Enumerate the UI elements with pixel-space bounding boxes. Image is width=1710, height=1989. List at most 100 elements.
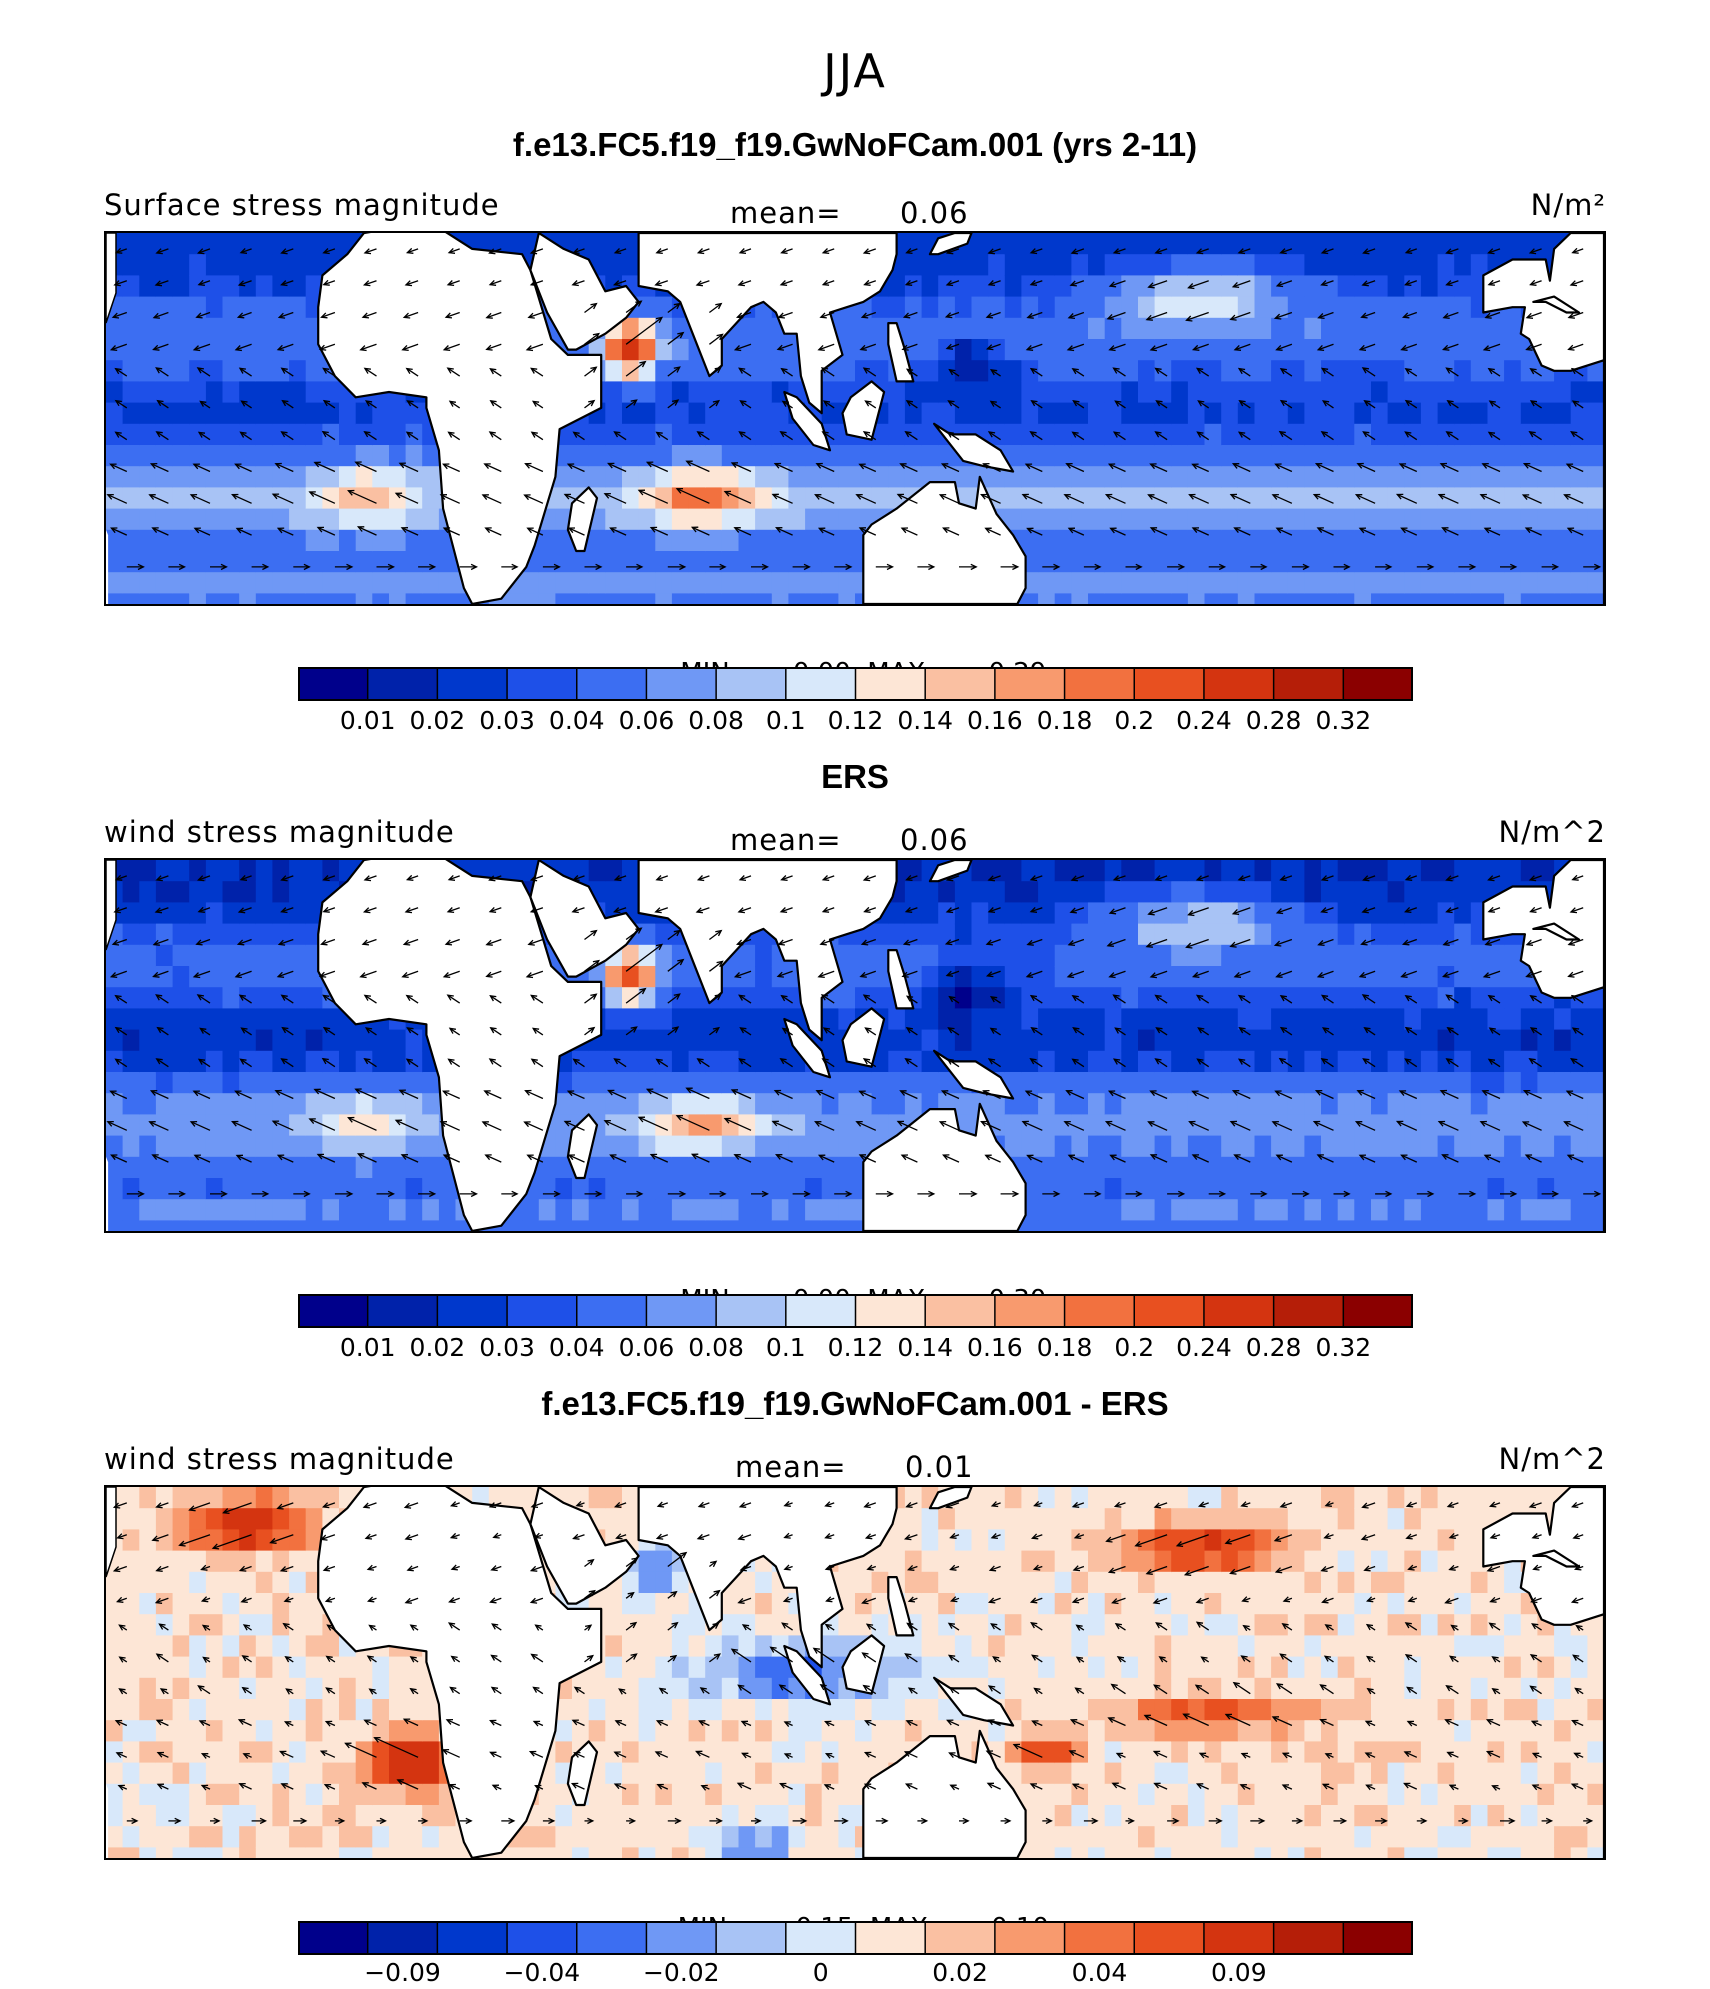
vector-arrowhead xyxy=(322,399,331,407)
heatmap-cell xyxy=(255,1029,273,1052)
vector-arrow xyxy=(990,369,1001,377)
heatmap-cell xyxy=(622,966,640,988)
colorbar-box xyxy=(646,1294,717,1328)
heatmap-cell xyxy=(1021,1072,1039,1094)
heatmap-cell xyxy=(638,423,656,446)
heatmap-cell xyxy=(1054,1178,1072,1200)
heatmap-cell xyxy=(738,445,756,467)
heatmap-cell xyxy=(1470,233,1488,255)
vector-arrow xyxy=(567,1090,585,1100)
vector-arrowhead xyxy=(738,994,746,1001)
heatmap-cell xyxy=(1054,360,1072,382)
heatmap-cell xyxy=(122,339,140,361)
heatmap-cell xyxy=(855,317,873,340)
vector-arrowhead xyxy=(1071,367,1079,375)
heatmap-cell xyxy=(671,423,690,446)
heatmap-cell xyxy=(1204,466,1222,488)
heatmap-cell xyxy=(1254,445,1272,467)
vector-arrowhead xyxy=(987,907,996,914)
vector-arrow xyxy=(1443,343,1459,351)
heatmap-cell xyxy=(205,508,224,531)
vector-arrow xyxy=(1572,400,1584,409)
heatmap-cell xyxy=(1004,1072,1022,1094)
vector-arrow xyxy=(778,938,793,945)
heatmap-cell xyxy=(1271,317,1289,340)
heatmap-cell xyxy=(372,1135,390,1158)
heatmap-cell xyxy=(1371,233,1389,255)
vector-arrowhead xyxy=(896,1120,905,1127)
heatmap-cell xyxy=(222,529,240,552)
heatmap-cell xyxy=(1337,296,1355,319)
heatmap-cell xyxy=(272,881,290,903)
vector-arrow xyxy=(823,400,835,409)
heatmap-cell xyxy=(1171,1156,1189,1179)
heatmap-cell xyxy=(1104,1029,1122,1052)
heatmap-cell xyxy=(405,572,423,594)
colorbar-box xyxy=(994,667,1066,701)
vector-arrow xyxy=(865,400,877,409)
heatmap-cell xyxy=(1520,529,1538,552)
vector-arrowhead xyxy=(1563,1121,1571,1127)
colorbar-box xyxy=(716,1294,787,1328)
heatmap-cell xyxy=(239,966,257,988)
heatmap-cell xyxy=(205,381,224,404)
heatmap-cell xyxy=(1371,296,1389,319)
vector-arrow xyxy=(156,431,169,441)
vector-arrow xyxy=(739,431,752,441)
heatmap-cell xyxy=(588,551,606,573)
heatmap-cell xyxy=(904,1008,923,1031)
heatmap-cell xyxy=(322,593,340,604)
heatmap-cell xyxy=(622,1072,640,1094)
vector-arrow xyxy=(823,1027,835,1036)
heatmap-cell xyxy=(1121,339,1139,361)
vector-arrowhead xyxy=(1065,1089,1073,1096)
vector-arrow xyxy=(667,366,681,377)
heatmap-cell xyxy=(106,445,124,467)
heatmap-cell xyxy=(1287,860,1305,882)
heatmap-cell xyxy=(289,1199,307,1221)
heatmap-cell xyxy=(1437,572,1455,594)
vector-arrowhead xyxy=(235,1154,244,1161)
heatmap-cell xyxy=(821,402,839,425)
vector-arrow xyxy=(151,463,169,473)
vector-arrow xyxy=(1572,248,1584,254)
vector-arrow xyxy=(1356,1121,1376,1131)
heatmap-cell xyxy=(721,1178,739,1200)
heatmap-cell xyxy=(1570,572,1588,594)
vector-arrow xyxy=(734,1154,752,1163)
heatmap-cell xyxy=(1088,360,1106,382)
vector-arrowhead xyxy=(716,333,724,341)
vector-arrowhead xyxy=(363,248,372,255)
heatmap-cell xyxy=(1504,1050,1522,1073)
heatmap-cell xyxy=(1437,551,1455,573)
heatmap-cell xyxy=(1454,529,1472,552)
vector-arrow xyxy=(1363,248,1376,254)
vector-arrow xyxy=(1447,1027,1459,1036)
vector-arrowhead xyxy=(1114,1027,1122,1034)
vector-arrowhead xyxy=(858,527,867,534)
heatmap-cell xyxy=(1470,966,1488,988)
heatmap-cell xyxy=(1470,1220,1488,1231)
heatmap-cell xyxy=(1304,487,1322,510)
heatmap-cell xyxy=(1187,1156,1206,1179)
heatmap-cell xyxy=(1304,317,1322,340)
heatmap-cell xyxy=(638,1029,656,1052)
vector-arrow xyxy=(985,1154,1001,1163)
heatmap-cell xyxy=(155,593,174,604)
colorbar-box xyxy=(925,1294,996,1328)
vector-arrowhead xyxy=(712,399,720,407)
vector-arrow xyxy=(1568,938,1584,946)
heatmap-cell xyxy=(205,881,224,903)
heatmap-cell xyxy=(721,572,739,594)
heatmap-cell xyxy=(1221,881,1239,903)
heatmap-cell xyxy=(1171,254,1189,276)
heatmap-cell xyxy=(655,317,673,340)
vector-arrow xyxy=(988,875,1001,881)
heatmap-cell xyxy=(1104,254,1122,276)
heatmap-cell xyxy=(1371,529,1389,552)
colorbar-tick-label: 0.04 xyxy=(548,1333,605,1362)
vector-arrow xyxy=(239,367,252,377)
heatmap-cell xyxy=(1554,1008,1572,1031)
vector-arrow xyxy=(1405,280,1418,286)
vector-arrowhead xyxy=(1522,1089,1531,1096)
